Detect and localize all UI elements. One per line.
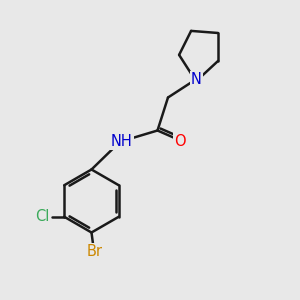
Text: Br: Br [86, 244, 103, 260]
Text: O: O [174, 134, 186, 148]
Text: N: N [191, 72, 202, 87]
Text: Cl: Cl [35, 209, 50, 224]
Text: NH: NH [111, 134, 132, 148]
